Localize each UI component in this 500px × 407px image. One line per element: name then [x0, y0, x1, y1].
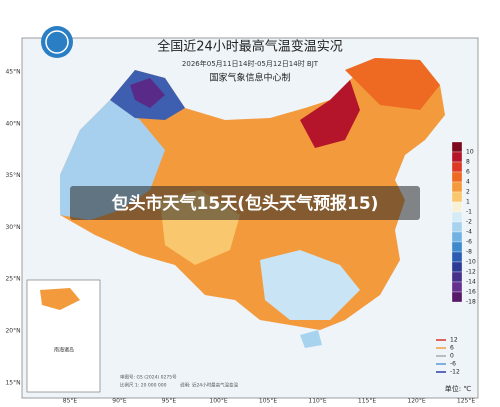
legend-swatch [451, 211, 463, 223]
legend-swatch [451, 231, 463, 243]
legend-swatch [451, 141, 463, 153]
overlay-band [70, 186, 420, 220]
legend-label: 6 [466, 169, 470, 176]
legend-swatch [451, 201, 463, 213]
legend-swatch [451, 281, 463, 293]
longitude-label: 105°E [259, 398, 277, 405]
inset-legend-label: -6 [450, 361, 456, 368]
inset-legend-label: 12 [450, 337, 458, 344]
legend-label: -4 [466, 229, 472, 236]
legend-label: -1 [466, 209, 472, 216]
legend-swatch [451, 171, 463, 183]
islands-label: 南海诸岛 [54, 347, 74, 354]
legend-label: -14 [466, 279, 476, 286]
legend-swatch [451, 271, 463, 283]
scale: 比例尺 1: 20 000 000 [120, 382, 167, 389]
hainan [300, 330, 322, 348]
inset-land [40, 288, 80, 310]
longitude-label: 85°E [63, 398, 78, 405]
legend-label: 10 [466, 149, 474, 156]
region-very-cold [130, 78, 165, 108]
inset-legend-label: -12 [450, 369, 460, 376]
region-hot [300, 80, 360, 148]
latitude-label: 30°N [5, 224, 20, 231]
longitude-label: 100°E [209, 398, 227, 405]
region-south-cool [260, 250, 360, 320]
legend-label: -10 [466, 259, 476, 266]
inset-legend-label: 6 [450, 345, 454, 352]
legend-label: -16 [466, 289, 476, 296]
legend-swatch [451, 221, 463, 233]
legend-label: -18 [466, 299, 476, 306]
agency: 国家气象信息中心制 [209, 72, 290, 84]
legend-swatch [451, 251, 463, 263]
latitude-label: 25°N [5, 276, 20, 283]
legend-swatch [451, 191, 463, 203]
subtitle: 2026年05月11日14时-05月12日14时 BJT [182, 59, 319, 68]
legend-label: -6 [466, 239, 472, 246]
title: 全国近24小时最高气温变温实况 [157, 39, 343, 55]
longitude-label: 125°E [457, 398, 475, 405]
legend-swatch [451, 161, 463, 173]
longitude-label: 95°E [162, 398, 177, 405]
legend-label: -12 [466, 269, 476, 276]
inset-legend-label: 0 [450, 353, 454, 360]
latitude-label: 45°N [5, 69, 20, 76]
latitude-label: 40°N [5, 120, 20, 127]
latitude-label: 15°N [5, 379, 20, 386]
longitude-label: 90°E [112, 398, 127, 405]
unit: 单位: ℃ [445, 384, 472, 393]
longitude-label: 115°E [358, 398, 376, 405]
longitude-label: 110°E [308, 398, 326, 405]
region-warm [345, 58, 440, 110]
legend-label: 8 [466, 159, 470, 166]
legend-label: 2 [466, 189, 470, 196]
legend-label: -8 [466, 249, 472, 256]
legend-swatch [451, 241, 463, 253]
logo-ring [45, 30, 69, 54]
legend-swatch [451, 151, 463, 163]
legend-label: 1 [466, 199, 470, 206]
legend-label: 4 [466, 179, 470, 186]
legend-label: -2 [466, 219, 472, 226]
legend-swatch [451, 291, 463, 303]
note: 说明: 近24小时最高气温变温 [180, 382, 239, 389]
latitude-label: 20°N [5, 328, 20, 335]
overlay-text: 包头市天气15天(包头天气预报15) [112, 193, 379, 214]
map-number: 审图号: GS (2024) 0275号 [120, 374, 177, 381]
legend-swatch [451, 261, 463, 273]
longitude-label: 120°E [407, 398, 425, 405]
legend-swatch [451, 181, 463, 193]
latitude-label: 35°N [5, 172, 20, 179]
